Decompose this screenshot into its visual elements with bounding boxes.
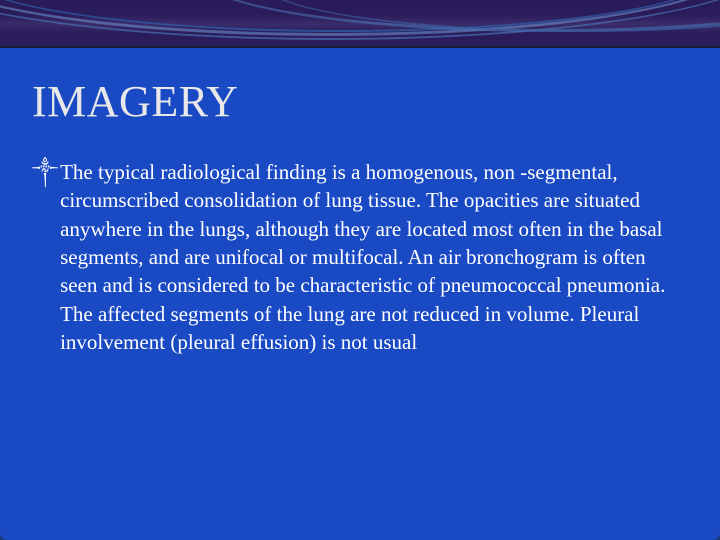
- bullet-item: ༒ The typical radiological finding is a …: [32, 158, 688, 356]
- slide-body: ༒ The typical radiological finding is a …: [32, 158, 688, 356]
- header-decorative-band: [0, 0, 720, 48]
- slide-title: IMAGERY: [32, 76, 238, 127]
- bullet-text: The typical radiological finding is a ho…: [60, 158, 688, 356]
- bullet-glyph-icon: ༒: [32, 158, 58, 186]
